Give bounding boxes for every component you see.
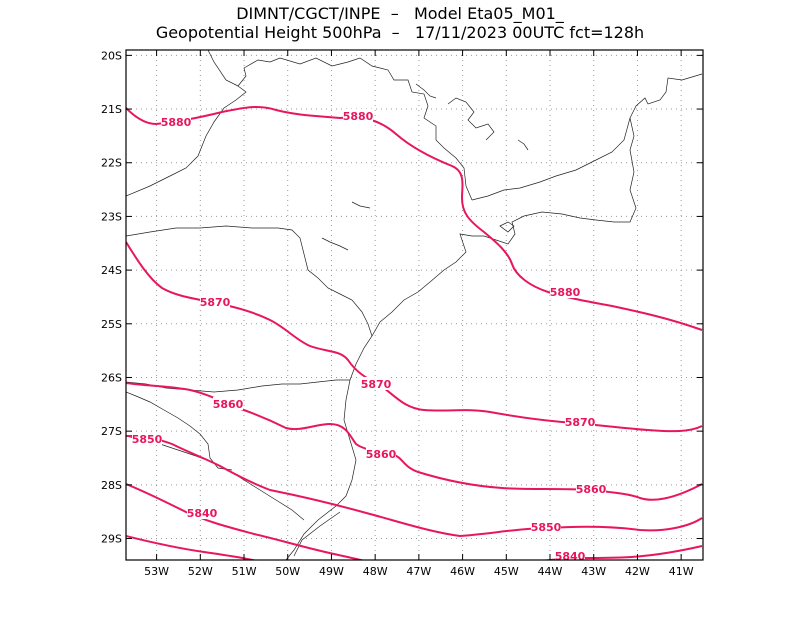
lon-tick-label: 41W: [669, 565, 694, 578]
contour-label: 5860: [576, 483, 607, 496]
lon-tick-label: 49W: [319, 565, 344, 578]
contour-label: 5840: [187, 507, 218, 520]
border-argentina: [126, 391, 233, 471]
lat-tick-label: 24S: [101, 264, 122, 277]
border-sp-ms: [126, 85, 247, 197]
contour-label-bg: [132, 432, 162, 445]
lat-tick-label: 28S: [101, 479, 122, 492]
lat-tick-label: 29S: [101, 533, 122, 546]
lat-tick-label: 25S: [101, 318, 122, 331]
contour-label: 5880: [343, 110, 374, 123]
contour-label: 5870: [361, 378, 392, 391]
contour-label: 5870: [565, 416, 596, 429]
contour-label-bg: [213, 397, 243, 410]
lat-tick-label: 23S: [101, 210, 122, 223]
reservoir-2: [415, 83, 437, 99]
lon-tick-label: 45W: [494, 565, 519, 578]
lat-tick-label: 27S: [101, 425, 122, 438]
contour-label-bg: [576, 482, 606, 495]
contour-label-bg: [200, 295, 230, 308]
contour-5850: [126, 435, 703, 538]
lon-tick-label: 43W: [581, 565, 606, 578]
contour-label: 5860: [366, 448, 397, 461]
reservoir-4: [351, 201, 371, 209]
title-line-2: Geopotential Height 500hPa – 17/11/2023 …: [155, 23, 645, 42]
axis-ticks: [126, 50, 703, 560]
contour-label: 5880: [550, 286, 581, 299]
contour-label: 5870: [200, 296, 231, 309]
contour-5830: [126, 535, 258, 560]
lat-tick-label: 26S: [101, 371, 122, 384]
contour-label: 5880: [161, 116, 192, 129]
lat-tick-label: 22S: [101, 157, 122, 170]
contour-label-bg: [366, 447, 396, 460]
lon-tick-label: 44W: [538, 565, 563, 578]
lon-tick-label: 42W: [625, 565, 650, 578]
border-sp-pr: [126, 225, 373, 337]
island-ilhabela: [499, 221, 515, 233]
latitude-labels: 20S 21S 22S 23S 24S 25S 26S 27S 28S 29S: [101, 49, 122, 545]
contour-label: 5840: [555, 550, 586, 563]
contour-label: 5850: [531, 521, 562, 534]
longitude-labels: 53W 52W 51W 50W 49W 48W 47W 46W 45W 44W 43W 42W 41W: [144, 565, 694, 578]
map-frame: [125, 49, 704, 561]
lon-tick-label: 52W: [188, 565, 213, 578]
height-contours: [126, 105, 703, 560]
contour-label-bg: [161, 115, 191, 128]
contour-label-bg: [531, 520, 561, 533]
border-mg-north: [207, 50, 473, 201]
reservoir-1: [447, 97, 495, 141]
contour-label: 5860: [213, 398, 244, 411]
map-title: DIMNT/CGCT/INPE – Model Eta05_M01_ Geopo…: [0, 4, 800, 42]
lagoon: [293, 511, 341, 557]
lon-tick-label: 51W: [232, 565, 257, 578]
contour-label-bg: [187, 506, 217, 519]
lat-tick-label: 20S: [101, 49, 122, 62]
lon-tick-label: 48W: [363, 565, 388, 578]
reservoir-3: [321, 237, 349, 251]
title-line-1: DIMNT/CGCT/INPE – Model Eta05_M01_: [236, 4, 564, 23]
lat-tick-label: 21S: [101, 103, 122, 116]
contour-labels: 5880 5880 5880 5870 5870 5870 5860 5860 5860 5850…: [132, 109, 607, 563]
border-mg-rj: [471, 117, 631, 201]
contour-label-bg: [555, 549, 585, 562]
lat-lon-grid: [126, 50, 703, 560]
contour-label: 5850: [132, 433, 163, 446]
contour-label-bg: [343, 109, 373, 122]
lon-tick-label: 46W: [450, 565, 475, 578]
lon-tick-label: 47W: [406, 565, 431, 578]
lon-tick-label: 53W: [144, 565, 169, 578]
reservoir-5: [517, 139, 529, 151]
lon-tick-label: 50W: [275, 565, 300, 578]
contour-label-bg: [550, 285, 580, 298]
contour-label-bg: [361, 377, 391, 390]
contour-label-bg: [565, 415, 595, 428]
